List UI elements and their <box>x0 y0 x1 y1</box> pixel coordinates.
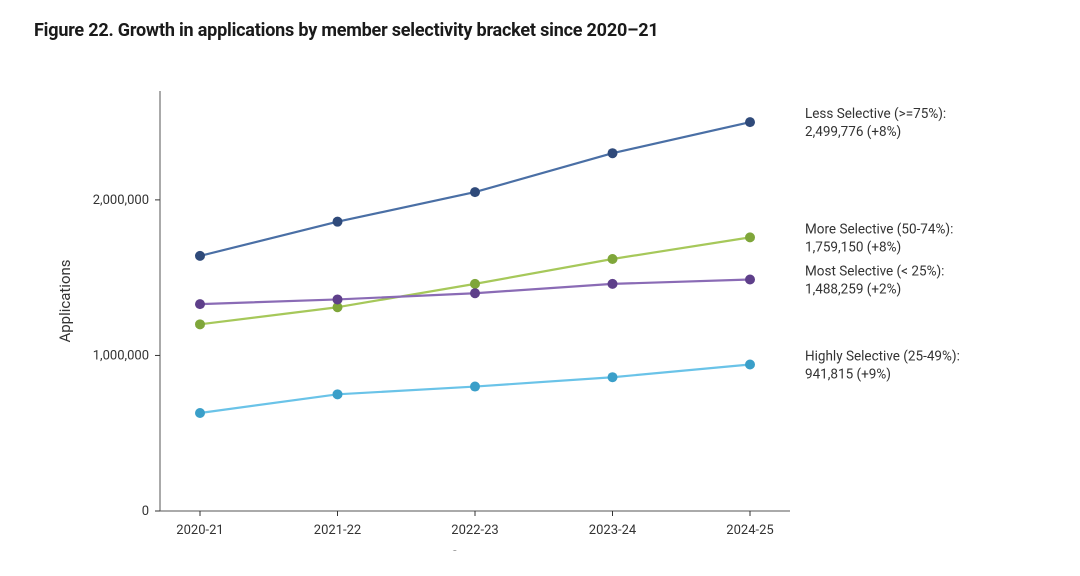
figure-title: Figure 22. Growth in applications by mem… <box>34 20 1050 41</box>
series-marker-less_selective <box>470 187 480 197</box>
y-tick-label: 1,000,000 <box>93 348 149 363</box>
y-tick-label: 2,000,000 <box>93 193 149 208</box>
series-label-less_selective-line2: 2,499,776 (+8%) <box>805 124 901 140</box>
series-marker-highly_selective <box>333 389 343 399</box>
series-label-more_selective-line2: 1,759,150 (+8%) <box>805 239 901 255</box>
series-marker-less_selective <box>608 148 618 158</box>
series-marker-less_selective <box>333 217 343 227</box>
series-marker-highly_selective <box>745 359 755 369</box>
series-marker-more_selective <box>745 232 755 242</box>
series-marker-most_selective <box>333 294 343 304</box>
series-marker-more_selective <box>195 319 205 329</box>
series-marker-more_selective <box>470 279 480 289</box>
series-marker-highly_selective <box>608 372 618 382</box>
y-tick-label: 0 <box>142 504 149 519</box>
figure-container: Figure 22. Growth in applications by mem… <box>0 0 1080 576</box>
x-tick-label: 2020-21 <box>176 523 223 538</box>
series-marker-highly_selective <box>470 382 480 392</box>
series-marker-most_selective <box>608 279 618 289</box>
series-marker-most_selective <box>470 288 480 298</box>
series-label-highly_selective-line2: 941,815 (+9%) <box>805 366 891 382</box>
x-tick-label: 2024-25 <box>726 523 773 538</box>
chart-area: 0 1,000,000 2,000,000 2020-21 2021-22 2022-23… <box>30 51 1050 551</box>
series-marker-most_selective <box>745 274 755 284</box>
chart-svg: 0 1,000,000 2,000,000 2020-21 2021-22 2022-23… <box>30 51 1050 551</box>
series-marker-less_selective <box>195 251 205 261</box>
series-marker-most_selective <box>195 299 205 309</box>
series-label-more_selective-line1: More Selective (50-74%): <box>805 221 953 237</box>
x-tick-label: 2023-24 <box>589 523 637 538</box>
x-axis-title: Season <box>450 547 500 551</box>
x-tick-label: 2021-22 <box>314 523 361 538</box>
series-marker-highly_selective <box>195 408 205 418</box>
series-label-highly_selective-line1: Highly Selective (25-49%): <box>805 348 960 364</box>
series-label-less_selective-line1: Less Selective (>=75%): <box>805 106 946 122</box>
series-label-most_selective-line1: Most Selective (< 25%): <box>805 263 944 279</box>
series-marker-less_selective <box>745 117 755 127</box>
x-tick-label: 2022-23 <box>451 523 498 538</box>
series-marker-more_selective <box>608 254 618 264</box>
y-axis-title: Applications <box>56 259 74 342</box>
series-label-most_selective-line2: 1,488,259 (+2%) <box>805 281 901 297</box>
